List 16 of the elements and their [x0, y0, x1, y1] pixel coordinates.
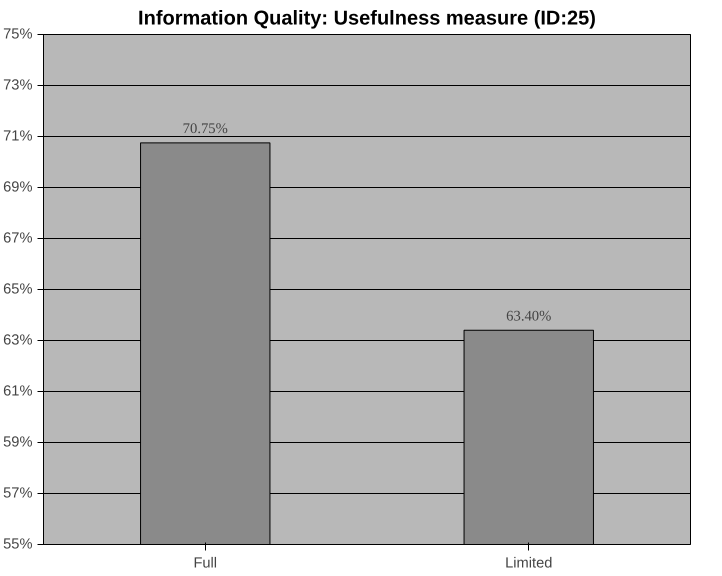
- y-tick-label: 69%: [3, 180, 33, 196]
- y-tick-label: 67%: [3, 230, 33, 246]
- y-tick-label: 57%: [3, 486, 33, 502]
- x-tick-label: Full: [193, 556, 218, 572]
- y-tick-label: 59%: [3, 434, 33, 450]
- data-label: 70.75%: [182, 120, 228, 137]
- chart-title: Information Quality: Usefulness measure (ID:25): [138, 8, 596, 30]
- y-tick-label: 61%: [3, 384, 33, 400]
- y-tick-label: 55%: [3, 536, 33, 552]
- y-tick-label: 65%: [3, 282, 33, 298]
- data-label: 63.40%: [506, 308, 552, 324]
- y-tick-label: 71%: [3, 128, 33, 144]
- y-tick-label: 63%: [3, 332, 33, 348]
- y-tick-label: 73%: [3, 78, 33, 94]
- x-tick-label: Limited: [505, 556, 552, 572]
- y-tick-label: 75%: [3, 26, 33, 42]
